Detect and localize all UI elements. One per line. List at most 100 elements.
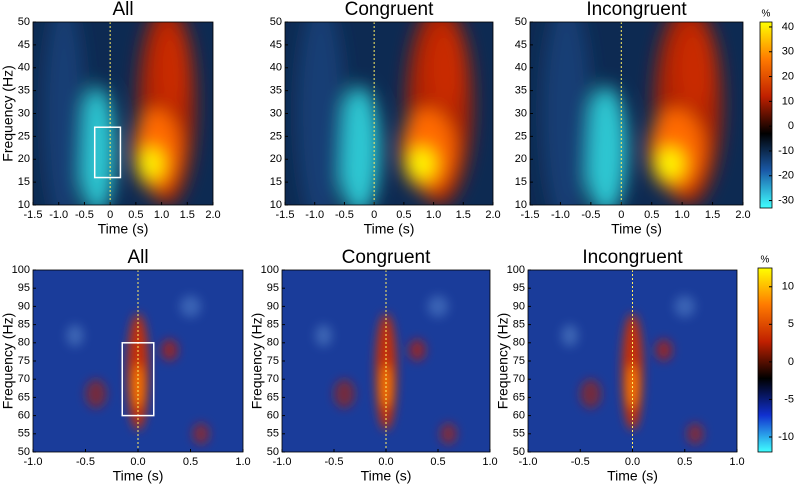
x-tick-label: -1.0: [273, 456, 292, 468]
x-tick-label: 1.0: [674, 209, 689, 221]
x-tick-label: -0.5: [335, 209, 354, 221]
blob: [408, 339, 426, 361]
colorbar-label: %: [761, 255, 770, 266]
y-tick-label: 40: [515, 62, 527, 74]
x-tick-label: -0.5: [76, 456, 95, 468]
y-tick-label: 80: [513, 337, 525, 349]
y-tick-label: 95: [267, 282, 279, 294]
y-tick-label: 75: [18, 355, 30, 367]
y-tick-label: 95: [513, 282, 525, 294]
blob: [66, 324, 84, 347]
y-tick-label: 20: [18, 153, 30, 165]
y-tick-label: 25: [270, 130, 282, 142]
x-tick-label: 0.5: [677, 456, 692, 468]
y-tick-label: 45: [270, 39, 282, 51]
y-tick-label: 65: [18, 391, 30, 403]
heatmap-image: [285, 22, 493, 205]
x-tick-label: 1.5: [705, 209, 720, 221]
x-tick-label: 2.0: [205, 209, 220, 221]
y-tick-label: 100: [507, 264, 525, 276]
y-tick-label: 20: [515, 153, 527, 165]
blobs: [296, 22, 473, 205]
heatmap-image: [528, 270, 737, 452]
y-tick-label: 15: [515, 176, 527, 188]
blob: [139, 147, 163, 180]
x-tick-label: 0.5: [128, 209, 143, 221]
y-tick-label: 40: [270, 62, 282, 74]
blob: [315, 324, 332, 347]
y-tick-label: 90: [18, 300, 30, 312]
blob: [584, 86, 628, 205]
y-tick-label: 100: [12, 264, 30, 276]
blob: [192, 422, 210, 445]
y-tick-label: 80: [18, 337, 30, 349]
y-tick-label: 25: [18, 130, 30, 142]
y-tick-label: 85: [513, 319, 525, 331]
x-tick-label: -1.5: [24, 209, 43, 221]
x-tick-label: 1.0: [235, 456, 250, 468]
colorbar-tick-label: -10: [778, 145, 794, 157]
x-tick-label: 0.0: [130, 456, 145, 468]
y-tick-label: 20: [270, 153, 282, 165]
blob: [655, 339, 673, 361]
x-tick-label: -1.0: [305, 209, 324, 221]
x-tick-label: 1.0: [482, 456, 497, 468]
y-tick-label: 65: [267, 391, 279, 403]
y-tick-label: 50: [18, 446, 30, 458]
x-tick-label: 0.5: [430, 456, 445, 468]
panel-title: Congruent: [342, 247, 431, 268]
x-tick-label: 0.0: [625, 456, 640, 468]
y-tick-label: 80: [267, 337, 279, 349]
blob: [656, 147, 684, 180]
x-tick-label: -0.5: [75, 209, 94, 221]
blob: [43, 22, 85, 205]
colorbar-label: %: [762, 9, 771, 20]
y-tick-label: 50: [267, 446, 279, 458]
blob: [676, 26, 713, 109]
y-tick-label: 30: [18, 107, 30, 119]
blobs: [43, 22, 195, 205]
panel-title: Incongruent: [586, 0, 687, 20]
y-tick-label: 55: [513, 428, 525, 440]
colorbar-tick-label: 0: [788, 120, 794, 132]
y-axis-label: Frequency (Hz): [0, 313, 16, 409]
colorbar-tick-label: 10: [782, 95, 794, 107]
blob: [334, 379, 355, 409]
blob: [408, 147, 435, 180]
colorbar-tick-label: 30: [782, 46, 794, 58]
x-tick-label: 1.0: [729, 456, 744, 468]
y-tick-label: 55: [267, 428, 279, 440]
roi-box: [93, 126, 122, 179]
blob: [561, 324, 579, 347]
y-tick-label: 75: [513, 355, 525, 367]
blob: [440, 422, 457, 445]
blob: [156, 26, 188, 109]
blob: [338, 86, 381, 205]
blob: [427, 26, 464, 109]
y-tick-label: 35: [515, 85, 527, 97]
y-tick-label: 45: [18, 39, 30, 51]
blob: [427, 295, 449, 318]
y-tick-label: 55: [18, 428, 30, 440]
colorbar-tick-label: 10: [782, 281, 794, 293]
y-tick-label: 50: [18, 16, 30, 28]
x-tick-label: -1.0: [519, 456, 538, 468]
blob: [686, 422, 704, 445]
y-tick-label: 30: [270, 107, 282, 119]
y-tick-label: 15: [18, 176, 30, 188]
heatmap-image: [33, 270, 243, 452]
blob: [674, 295, 696, 318]
x-tick-label: 2.0: [735, 209, 750, 221]
y-tick-label: 10: [515, 199, 527, 211]
x-tick-label: -0.5: [325, 456, 344, 468]
y-tick-label: 35: [270, 85, 282, 97]
colorbar-tick-label: -30: [778, 194, 794, 206]
blob: [161, 339, 178, 361]
x-tick-label: 2.0: [485, 209, 500, 221]
y-tick-label: 70: [18, 373, 30, 385]
y-tick-label: 60: [18, 410, 30, 422]
x-tick-label: 0.5: [644, 209, 659, 221]
colorbar-tick-label: -10: [778, 431, 794, 443]
colorbar: [759, 21, 773, 209]
